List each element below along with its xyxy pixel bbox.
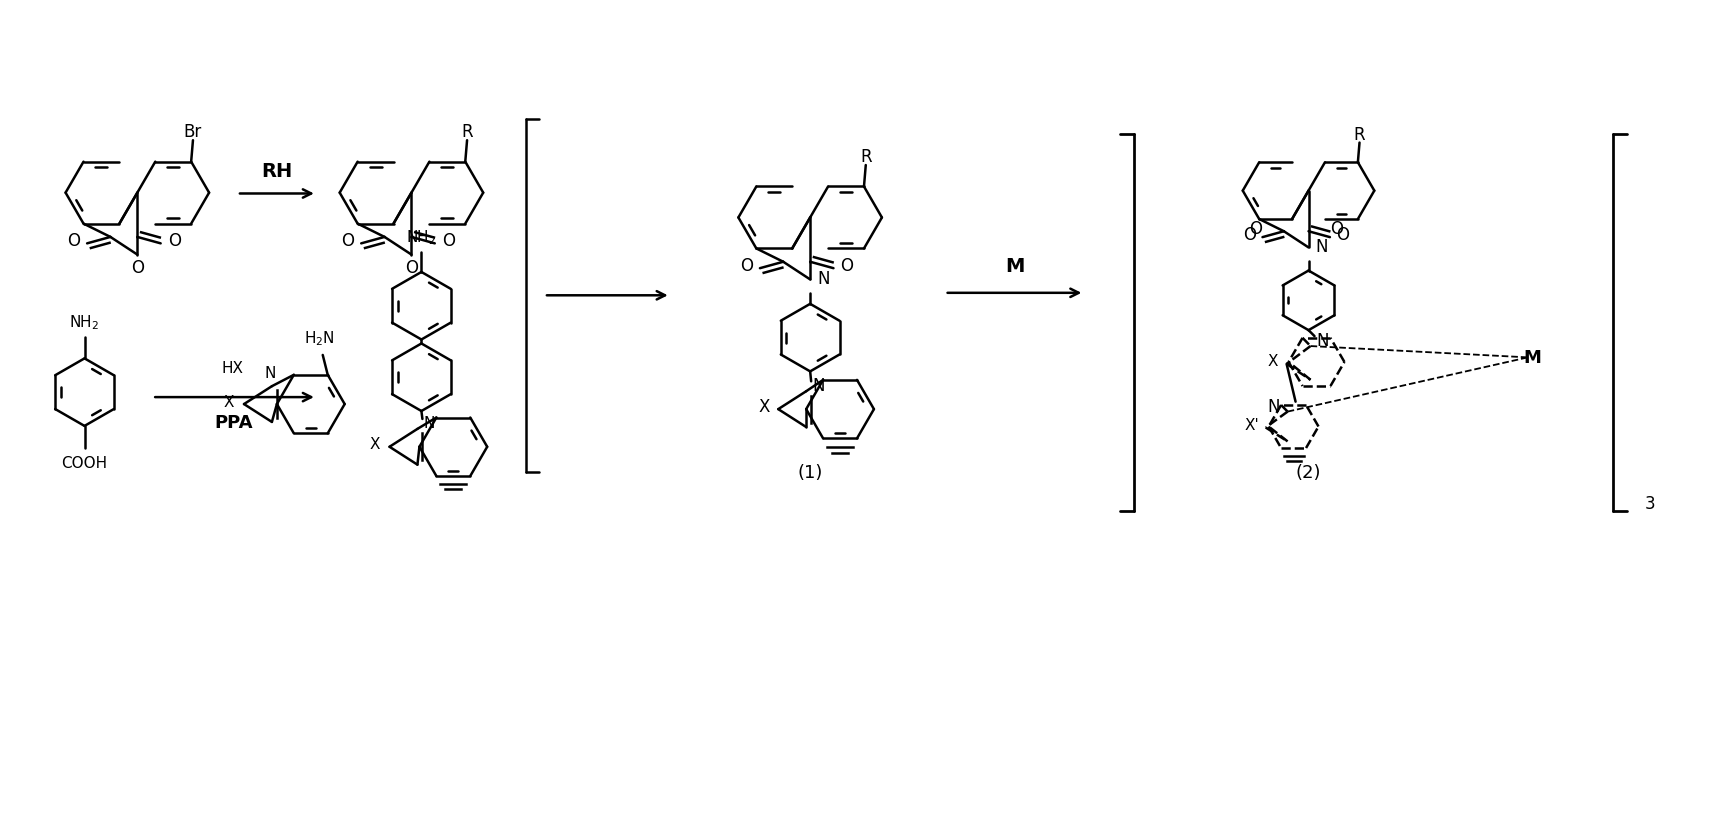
- Text: O: O: [442, 232, 454, 250]
- Text: R: R: [1352, 127, 1364, 144]
- Text: N: N: [1315, 237, 1327, 256]
- Text: H$_2$N: H$_2$N: [303, 329, 334, 348]
- Text: O: O: [739, 256, 752, 275]
- Text: N: N: [264, 366, 276, 380]
- Text: N: N: [1267, 397, 1279, 415]
- Text: RH: RH: [261, 162, 293, 181]
- Text: R: R: [461, 123, 473, 141]
- Text: N: N: [1315, 332, 1328, 350]
- Text: N: N: [812, 377, 824, 394]
- Text: N: N: [423, 416, 435, 431]
- Text: Br: Br: [183, 123, 202, 141]
- Text: O: O: [405, 259, 418, 277]
- Text: R: R: [859, 148, 871, 166]
- Text: NH$_2$: NH$_2$: [69, 313, 99, 332]
- Text: X: X: [1267, 354, 1277, 369]
- Text: HX: HX: [221, 361, 243, 375]
- Text: O: O: [1250, 220, 1262, 237]
- Text: O: O: [1335, 226, 1349, 244]
- Text: O: O: [1243, 226, 1256, 244]
- Text: (1): (1): [797, 463, 823, 481]
- Text: O: O: [1330, 220, 1342, 237]
- Text: PPA: PPA: [214, 414, 254, 432]
- Text: N: N: [818, 270, 830, 288]
- Text: X: X: [223, 394, 235, 409]
- Text: O: O: [840, 256, 854, 275]
- Text: O: O: [168, 232, 180, 250]
- Text: X': X': [1244, 418, 1258, 433]
- Text: O: O: [341, 232, 353, 250]
- Text: M: M: [1524, 349, 1541, 367]
- Text: COOH: COOH: [62, 456, 108, 471]
- Text: O: O: [130, 259, 144, 277]
- Text: X: X: [369, 437, 379, 452]
- Text: NH$_2$: NH$_2$: [406, 227, 437, 246]
- Text: X: X: [758, 398, 770, 416]
- Text: (2): (2): [1296, 463, 1320, 481]
- Text: O: O: [67, 232, 81, 250]
- Text: M: M: [1004, 257, 1023, 276]
- Text: 3: 3: [1644, 495, 1654, 513]
